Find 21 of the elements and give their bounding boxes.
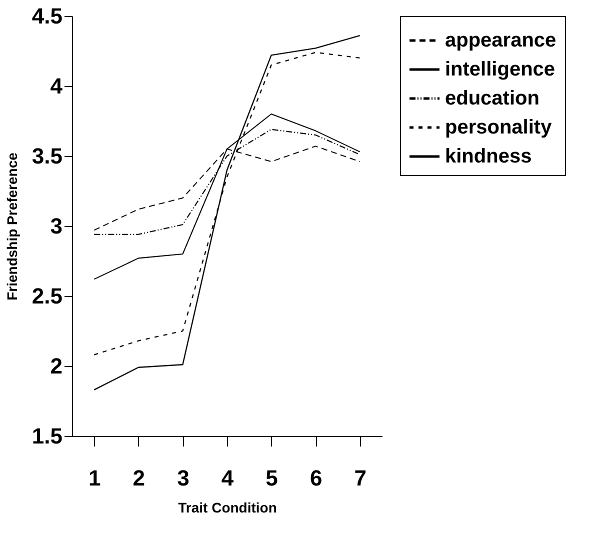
legend-label: personality (445, 116, 553, 138)
y-tick-label: 3 (50, 214, 62, 238)
x-tick-label: 1 (88, 466, 101, 490)
y-tick-label: 2.5 (32, 284, 62, 308)
y-tick-label: 2 (50, 354, 62, 378)
x-tick-label: 7 (354, 466, 366, 490)
legend-label: education (445, 88, 540, 110)
legend-label: kindness (445, 146, 532, 168)
y-axis-title: Friendship Preference (4, 152, 20, 300)
y-tick-label: 1.5 (32, 424, 62, 448)
x-tick-label: 5 (266, 466, 278, 490)
legend-label: intelligence (445, 58, 556, 80)
x-tick-label: 6 (310, 466, 322, 490)
x-axis-title: Trait Condition (178, 500, 277, 516)
legend-label: appearance (445, 30, 556, 52)
y-tick-label: 4 (50, 74, 64, 98)
y-tick-label: 3.5 (32, 144, 62, 168)
x-tick-label: 3 (177, 466, 190, 490)
x-tick-label: 4 (221, 466, 234, 490)
y-tick-label: 4.5 (32, 4, 62, 28)
x-tick-label: 2 (132, 466, 146, 490)
